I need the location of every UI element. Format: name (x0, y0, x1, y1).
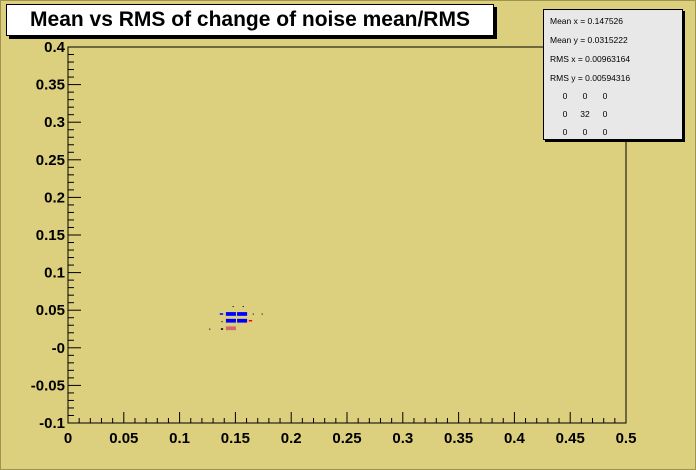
overflow-cell: 0 (602, 91, 608, 101)
chart-title: Mean vs RMS of change of noise mean/RMS (6, 4, 494, 36)
x-tick-label: 0.5 (616, 430, 637, 447)
heatmap-cell-2 (225, 318, 236, 323)
overflow-cell: 0 (562, 109, 568, 119)
y-tick-label: -0 (52, 340, 65, 357)
overflow-row-top: 0 0 0 (544, 91, 624, 103)
overflow-cell: 0 (562, 91, 568, 101)
heatmap-cell-5 (248, 319, 253, 322)
heatmap-cell-6 (225, 326, 236, 331)
overflow-cell: 0 (602, 109, 608, 119)
heatmap-cell-8 (209, 328, 211, 330)
overflow-cell: 0 (562, 127, 568, 137)
heatmap-cell-3 (237, 318, 248, 323)
y-tick-label: -0.05 (31, 377, 65, 394)
overflow-row-bottom: 0 0 0 (544, 127, 624, 139)
y-tick-label: 0.1 (44, 265, 65, 282)
overflow-cell: 0 (582, 91, 588, 101)
tick-labels: 0 0.05 0.1 0.15 0.2 0.25 0.3 0.35 0.4 0.45 0.5 -0.1… (31, 39, 637, 447)
y-tick-label: 0.05 (36, 302, 65, 319)
x-tick-label: 0 (64, 430, 72, 447)
y-tick-label: 0.35 (36, 77, 65, 94)
heatmap-cell-9 (232, 306, 234, 308)
stats-box: Mean x = 0.147526 Mean y = 0.0315222 RMS… (543, 9, 683, 140)
x-tick-label: 0.25 (332, 430, 361, 447)
overflow-cell: 32 (580, 109, 590, 119)
y-tick-label: 0.15 (36, 227, 65, 244)
x-tick-label: 0.4 (504, 430, 526, 447)
axis-ticks (67, 46, 627, 424)
stat-rms-x: RMS x = 0.00963164 (550, 54, 631, 64)
y-tick-label: 0.25 (36, 152, 65, 169)
overflow-row-middle: 0 32 0 (544, 109, 624, 121)
x-tick-label: 0.3 (392, 430, 413, 447)
x-tick-label: 0.45 (556, 430, 585, 447)
stat-mean-x: Mean x = 0.147526 (550, 16, 624, 26)
y-tick-label: 0.4 (44, 39, 66, 56)
overflow-cell: 0 (582, 127, 588, 137)
y-tick-label: 0.3 (44, 114, 65, 131)
heatmap-cell-13 (221, 321, 223, 323)
x-tick-label: 0.2 (281, 430, 302, 447)
heatmap-cell-1 (237, 312, 248, 316)
x-tick-label: 0.15 (221, 430, 250, 447)
heatmap-cell-0 (225, 312, 236, 316)
heatmap-cell-12 (261, 313, 263, 315)
heatmap-cells (209, 306, 263, 331)
x-tick-label: 0.05 (109, 430, 138, 447)
overflow-cell: 0 (602, 127, 608, 137)
y-tick-label: -0.1 (39, 415, 65, 432)
heatmap-cell-10 (242, 306, 244, 308)
stat-mean-y: Mean y = 0.0315222 (550, 35, 628, 45)
heatmap-cell-7 (220, 328, 224, 330)
heatmap-cell-11 (252, 313, 254, 315)
x-tick-label: 0.1 (169, 430, 190, 447)
heatmap-cell-4 (219, 313, 224, 315)
stat-rms-y: RMS y = 0.00594316 (550, 73, 631, 83)
y-tick-label: 0.2 (44, 189, 65, 206)
x-tick-label: 0.35 (444, 430, 473, 447)
